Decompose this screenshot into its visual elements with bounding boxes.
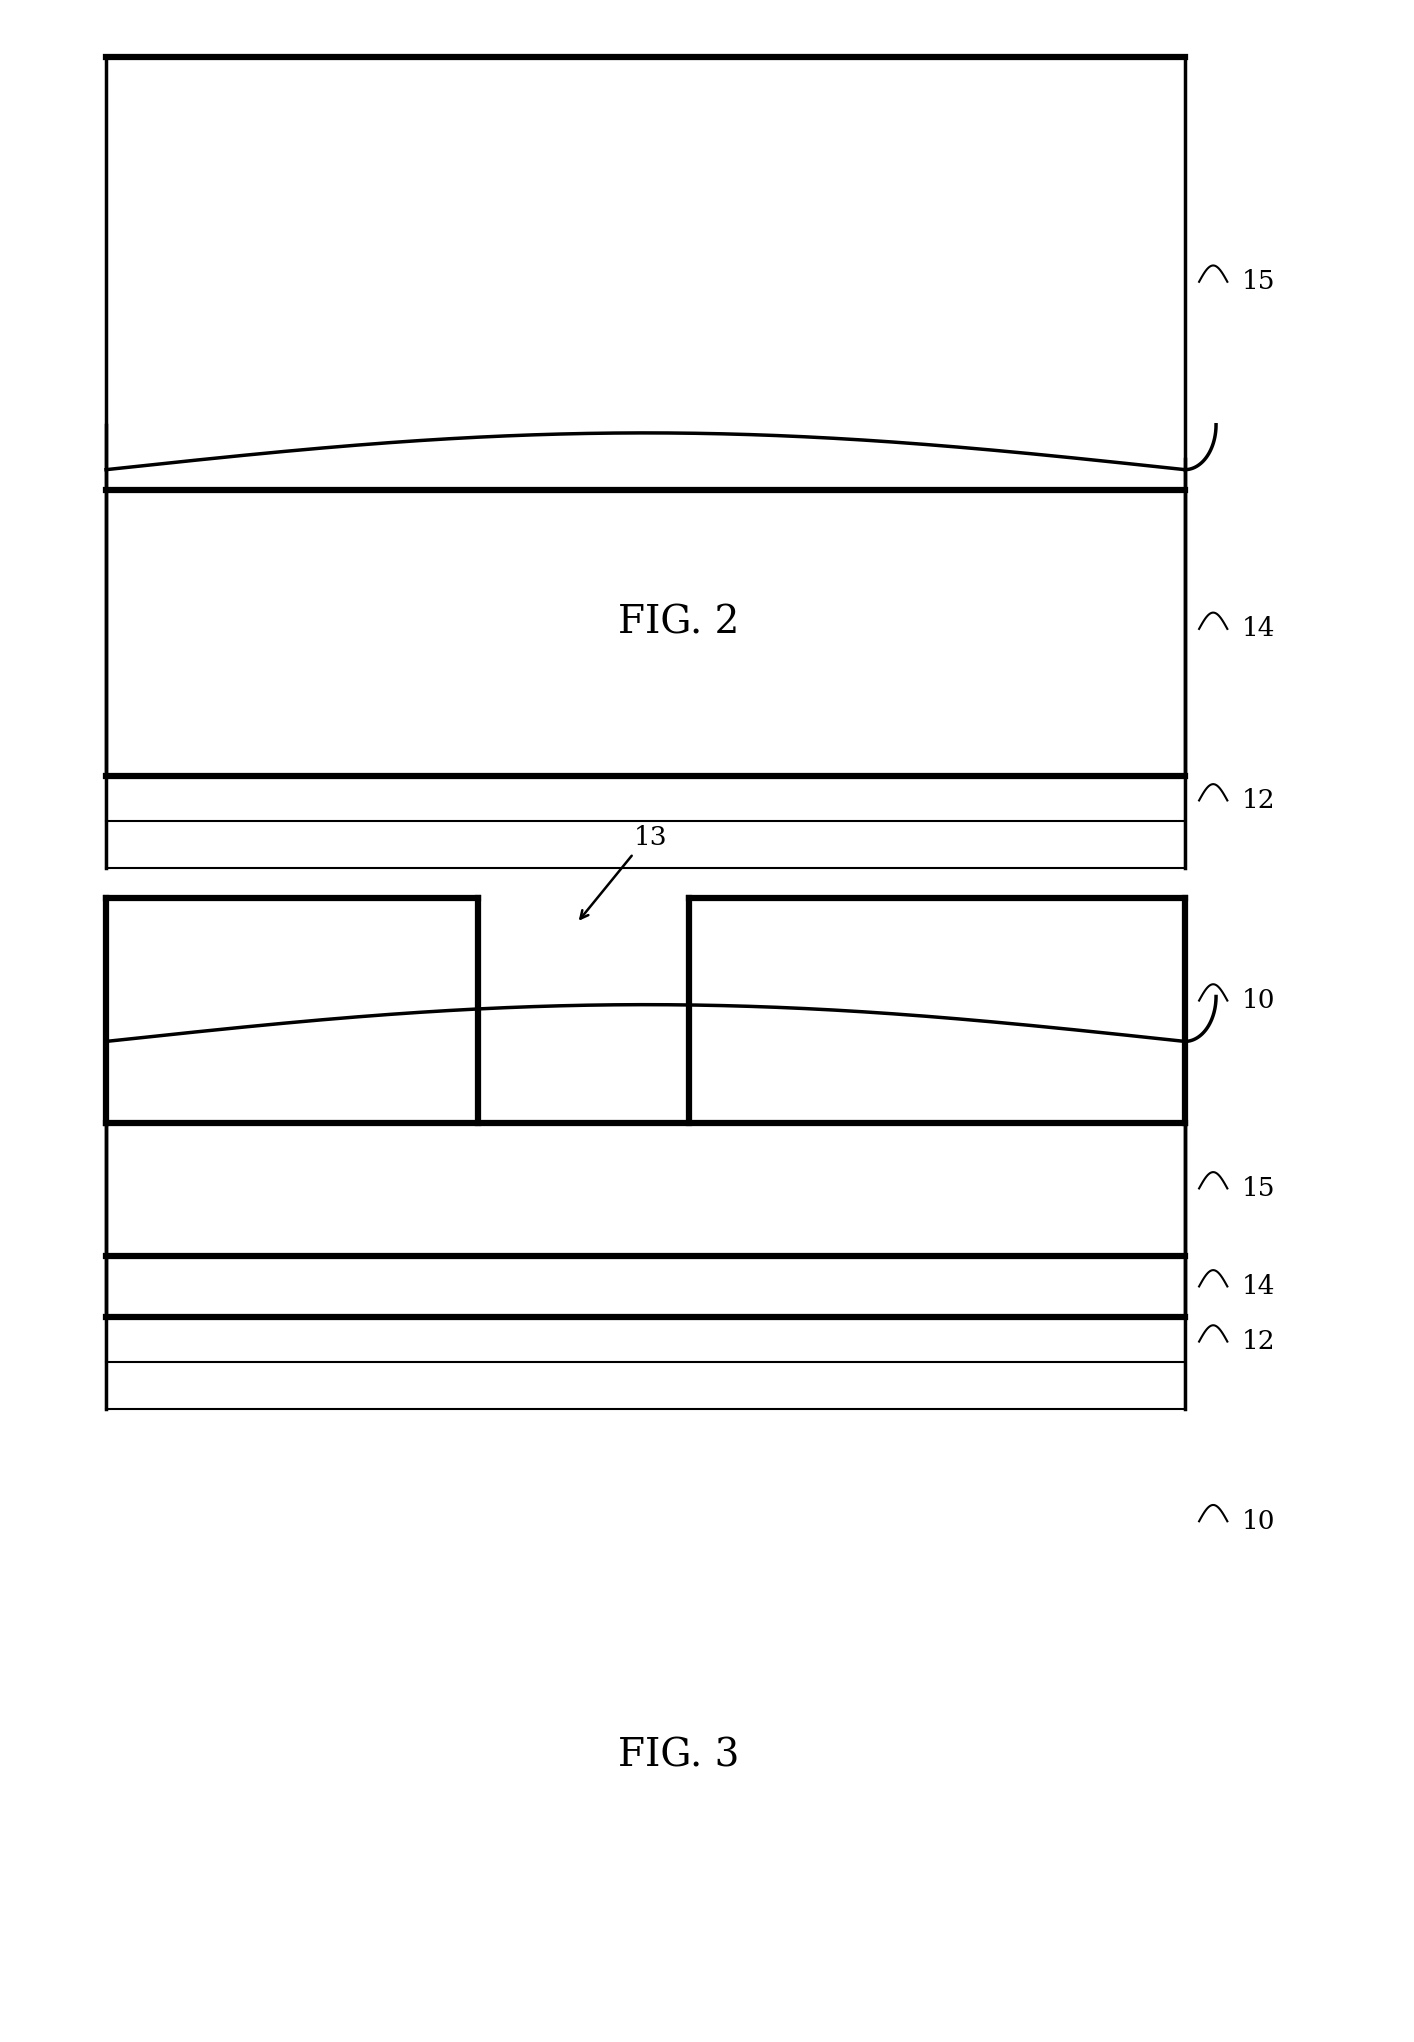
- Text: 15: 15: [1241, 1176, 1275, 1201]
- Text: 15: 15: [1241, 270, 1275, 294]
- Text: 10: 10: [1241, 1509, 1275, 1534]
- Text: 12: 12: [1241, 788, 1275, 813]
- Text: FIG. 3: FIG. 3: [618, 1738, 740, 1774]
- Text: 14: 14: [1241, 617, 1275, 641]
- Text: 12: 12: [1241, 1329, 1275, 1354]
- Text: 13: 13: [633, 825, 667, 849]
- Text: 10: 10: [1241, 988, 1275, 1013]
- Text: 14: 14: [1241, 1274, 1275, 1299]
- Text: FIG. 2: FIG. 2: [618, 604, 740, 641]
